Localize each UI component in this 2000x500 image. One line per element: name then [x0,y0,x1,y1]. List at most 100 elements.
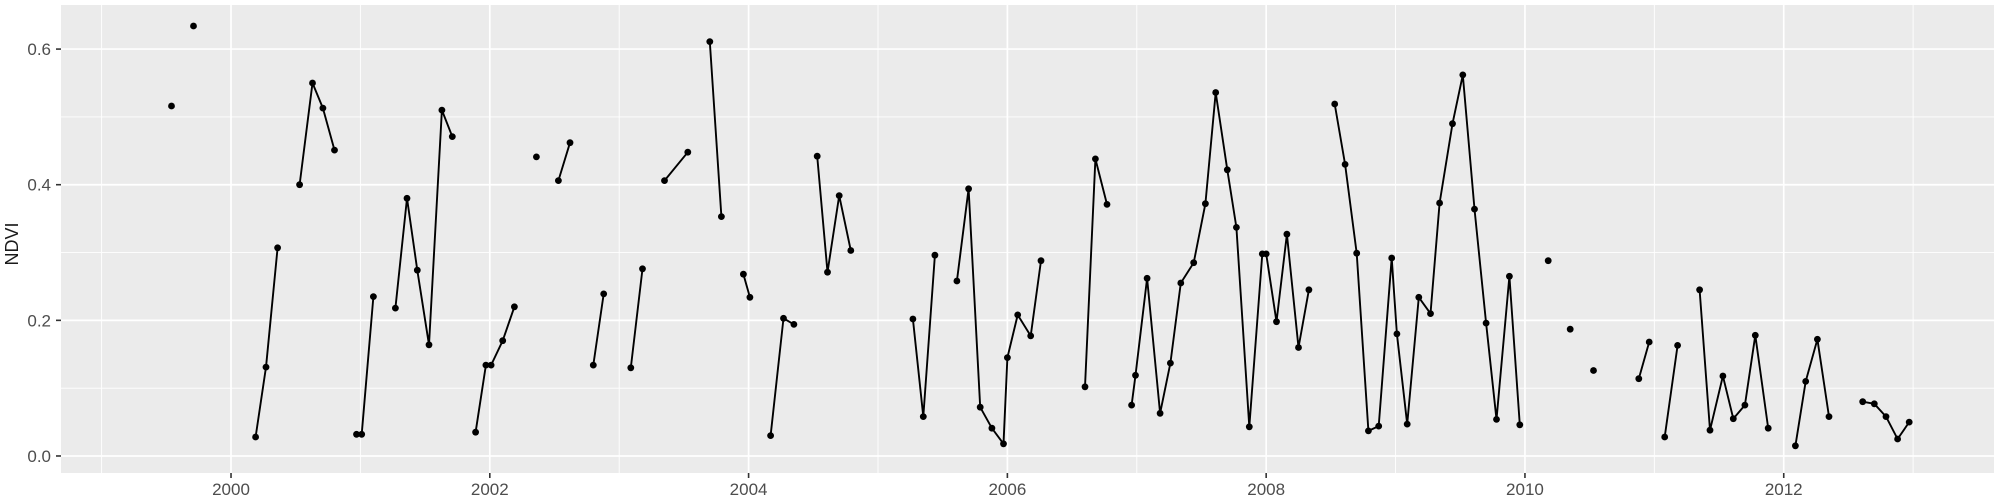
data-point [1751,331,1759,339]
data-line [592,292,605,367]
data-point [1375,422,1383,430]
data-line [1130,91,1310,428]
data-point [1802,378,1810,385]
data-line [394,109,454,346]
data-point [252,433,259,441]
data-line [1663,344,1679,438]
data-point [1516,421,1524,429]
x-axis-tick-label: 2004 [730,480,768,499]
data-point [1696,286,1703,294]
data-point [1706,426,1714,434]
plot-panel [61,5,1994,473]
data-point [1037,257,1045,265]
data-point [1283,230,1291,238]
x-axis-tick-label: 2006 [988,480,1026,499]
data-point [684,148,692,156]
data-point [1027,332,1035,340]
data-point [1859,398,1867,406]
y-axis-tick-label: 0.0 [27,447,51,466]
data-line [1637,341,1651,380]
data-point [1905,418,1913,426]
data-point [909,315,917,323]
y-axis-tick-label: 0.2 [27,311,51,330]
data-point [1814,335,1821,343]
data-line [663,151,689,182]
data-point [190,22,197,30]
data-point [1014,311,1022,319]
data-point [1341,161,1349,168]
data-line [557,141,571,182]
data-point [262,363,270,371]
data-point [1233,224,1240,231]
data-point [319,104,327,112]
data-point [919,413,927,420]
data-point [589,361,597,369]
data-point [1305,286,1313,294]
data-point [353,430,360,438]
data-point [1167,359,1174,367]
data-point [555,177,562,185]
y-axis-title: NDVI [2,222,22,265]
data-point [1365,427,1372,435]
data-point [309,79,316,87]
data-point [600,290,608,298]
data-point [1719,372,1727,380]
data-point [566,139,574,147]
data-point [425,341,433,349]
data-point [1635,375,1643,383]
data-point [392,304,399,312]
data-point [1262,250,1270,258]
data-point [511,303,518,311]
data-point [1393,330,1401,338]
y-axis-tick-label: 0.4 [27,176,51,195]
data-point [1436,199,1443,207]
data-point [1645,338,1653,346]
data-point [487,361,495,369]
data-point [824,268,831,276]
data-point [438,106,446,114]
data-point [1143,274,1151,282]
data-point [1544,257,1552,265]
data-point [1081,383,1089,391]
data-point [296,181,303,189]
data-line [708,40,723,218]
data-point [1128,401,1135,409]
data-point [403,194,411,202]
data-point [274,244,281,252]
data-point [1825,413,1833,420]
data-point [472,428,479,436]
data-point [1493,416,1500,423]
data-point [953,277,961,285]
data-point [1427,310,1434,317]
x-axis-tick-label: 2012 [1765,480,1803,499]
x-axis-tick-label: 2002 [471,480,509,499]
data-point [1000,440,1007,448]
data-point [1870,400,1878,408]
data-point [1590,367,1597,374]
x-axis-tick-label: 2000 [212,480,250,499]
data-point [1223,166,1231,174]
data-point [847,247,855,254]
x-axis-tick-label: 2008 [1247,480,1285,499]
data-point [358,430,366,438]
data-point [976,403,984,411]
data-point [767,432,774,439]
data-point [1177,279,1185,287]
data-line [742,273,751,299]
data-point [1388,254,1396,262]
data-point [168,102,175,110]
data-point [331,146,338,154]
data-point [813,152,821,160]
data-point [1741,401,1749,409]
data-point [1202,200,1209,208]
data-point [448,133,456,141]
data-point [1245,423,1253,431]
data-line [298,82,336,186]
data-point [835,192,843,200]
data-line [1333,73,1521,432]
data-point [706,38,714,45]
data-point [1459,71,1467,79]
data-point [1132,371,1139,379]
data-point [1156,409,1164,417]
